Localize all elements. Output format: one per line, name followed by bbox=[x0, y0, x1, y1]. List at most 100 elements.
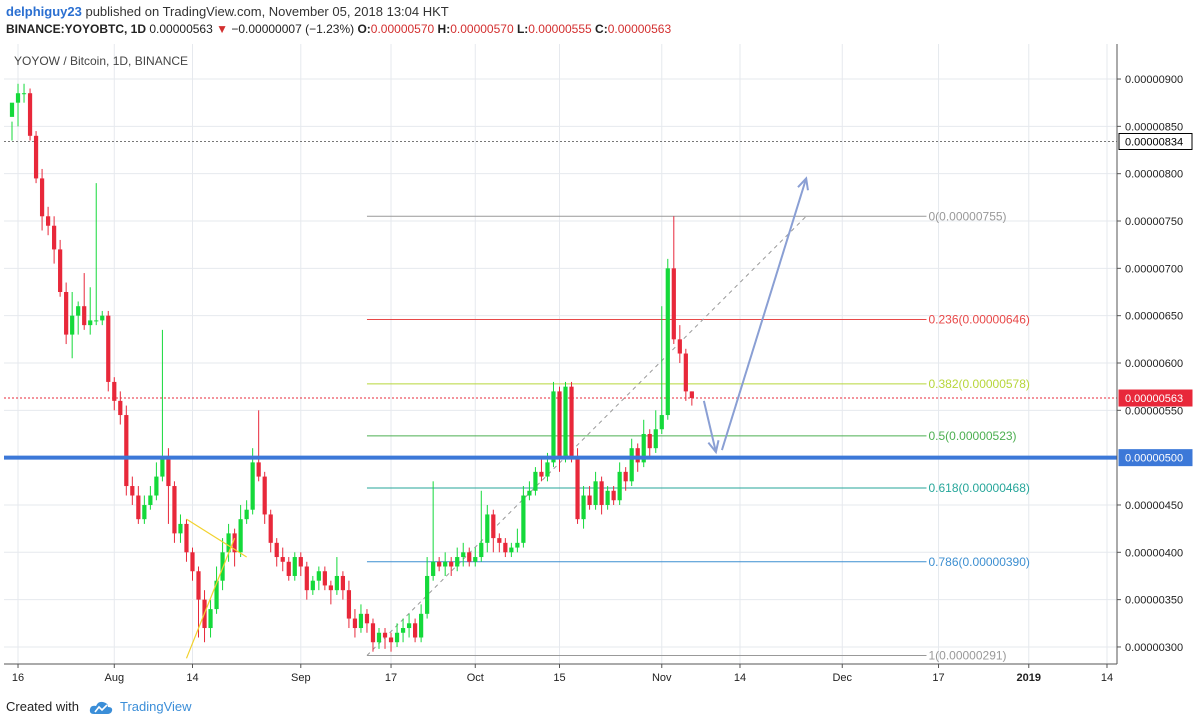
candle-body bbox=[39, 178, 45, 217]
candle-body bbox=[220, 552, 225, 581]
price-axis-label: 0.00000900 bbox=[1125, 74, 1183, 86]
price-axis-label: 0.00000700 bbox=[1125, 263, 1183, 275]
high-value: 0.00000570 bbox=[450, 22, 514, 36]
fib-level-label: 0.236(0.00000646) bbox=[928, 312, 1029, 326]
candle-body bbox=[521, 495, 526, 543]
candle-body bbox=[461, 552, 466, 558]
candle-body bbox=[352, 618, 358, 629]
candle-body bbox=[569, 386, 574, 458]
candle-body bbox=[214, 580, 219, 610]
price-axis bbox=[1117, 44, 1194, 692]
candle-body bbox=[587, 495, 592, 505]
candle-body bbox=[304, 566, 309, 591]
chart-container[interactable]: YOYOW / Bitcoin, 1D, BINANCE 0(0.00000755… bbox=[4, 44, 1194, 692]
candle-body bbox=[647, 433, 652, 449]
candle-body bbox=[9, 102, 15, 117]
price-marker-label: 0.00000500 bbox=[1125, 453, 1183, 465]
candle-body bbox=[328, 585, 333, 591]
candle-body bbox=[33, 135, 39, 179]
candle-body bbox=[190, 552, 195, 572]
time-axis-label: 14 bbox=[734, 672, 746, 684]
candle-body bbox=[280, 557, 285, 562]
candle-body bbox=[689, 391, 694, 399]
candle-body bbox=[250, 462, 255, 510]
candle-body bbox=[124, 415, 129, 487]
candle-body bbox=[232, 533, 237, 553]
candle-body bbox=[683, 353, 688, 392]
price-axis-label: 0.00000350 bbox=[1125, 595, 1183, 607]
ohlc-line: BINANCE:YOYOBTC, 1D 0.00000563 ▼ −0.0000… bbox=[6, 22, 671, 36]
fib-level-label: 0.5(0.00000523) bbox=[928, 429, 1016, 443]
price-axis-label: 0.00000850 bbox=[1125, 121, 1183, 133]
candle-body bbox=[340, 575, 346, 591]
price-axis-label: 0.00000400 bbox=[1125, 547, 1183, 559]
candle-body bbox=[394, 632, 400, 643]
candle-body bbox=[94, 320, 99, 322]
candle-body bbox=[665, 268, 670, 416]
candle-body bbox=[58, 249, 63, 292]
candle-body bbox=[148, 495, 153, 505]
time-axis-label: 15 bbox=[553, 672, 565, 684]
candle-body bbox=[491, 514, 496, 539]
open-label: O: bbox=[357, 22, 371, 36]
candle-body bbox=[623, 471, 628, 482]
candle-body bbox=[581, 495, 586, 520]
candle-body bbox=[376, 632, 382, 643]
time-axis-label: 14 bbox=[186, 672, 198, 684]
candle-body bbox=[160, 457, 165, 477]
candle-body bbox=[509, 547, 514, 553]
candle-body bbox=[274, 542, 279, 558]
last-price: 0.00000563 bbox=[149, 22, 213, 36]
price-marker-blue bbox=[1118, 449, 1193, 467]
candle-body bbox=[473, 557, 478, 562]
candle-body bbox=[485, 514, 490, 543]
price-axis-label: 0.00000550 bbox=[1125, 405, 1183, 417]
candle-body bbox=[334, 575, 339, 591]
tradingview-link[interactable]: TradingView bbox=[120, 699, 192, 714]
candle-body bbox=[106, 315, 111, 382]
price-marker-label: 0.00000563 bbox=[1125, 393, 1183, 405]
candle-body bbox=[262, 476, 267, 515]
publication-line: delphiguy23 published on TradingView.com… bbox=[6, 4, 449, 19]
candle-body bbox=[611, 490, 616, 501]
candle-body bbox=[563, 386, 568, 458]
open-value: 0.00000570 bbox=[370, 22, 435, 36]
price-marker-red bbox=[1118, 389, 1193, 407]
candle-body bbox=[575, 457, 580, 520]
candle-body bbox=[406, 623, 412, 629]
candle-body bbox=[551, 391, 556, 463]
price-marker-label: 0.00000834 bbox=[1125, 136, 1183, 148]
fib-level-label: 0.786(0.00000390) bbox=[928, 555, 1029, 569]
created-with-text: Created with bbox=[6, 699, 79, 714]
candlestick-chart[interactable]: YOYOW / Bitcoin, 1D, BINANCE 0(0.00000755… bbox=[4, 44, 1194, 692]
author-link[interactable]: delphiguy23 bbox=[6, 4, 82, 19]
candle-body bbox=[431, 561, 436, 576]
fib-level-label: 1(0.00000291) bbox=[928, 648, 1006, 662]
candle-body bbox=[653, 429, 658, 449]
publication-header: delphiguy23 published on TradingView.com… bbox=[0, 0, 1195, 44]
high-label: H: bbox=[437, 22, 451, 36]
candle-body bbox=[118, 400, 123, 416]
candle-body bbox=[443, 561, 448, 567]
candle-body bbox=[136, 495, 141, 520]
candle-body bbox=[142, 504, 147, 520]
candle-body bbox=[286, 561, 291, 576]
yellow-trend-line bbox=[186, 518, 247, 558]
candle-body bbox=[208, 609, 213, 629]
candle-body bbox=[545, 462, 550, 477]
candle-body bbox=[172, 486, 177, 534]
candle-body bbox=[226, 533, 231, 553]
time-axis-label: Sep bbox=[291, 672, 311, 684]
time-axis-label: Nov bbox=[652, 672, 672, 684]
candle-body bbox=[316, 571, 321, 581]
low-value: 0.00000555 bbox=[528, 22, 592, 36]
candle-body bbox=[130, 486, 135, 496]
candle-body bbox=[671, 268, 676, 340]
candle-body bbox=[635, 448, 640, 463]
candle-body bbox=[45, 216, 51, 226]
candle-body bbox=[166, 457, 171, 487]
candle-body bbox=[515, 542, 520, 548]
candle-body bbox=[70, 315, 75, 335]
projection-up-arrowhead bbox=[797, 176, 809, 191]
candle-body bbox=[76, 306, 81, 316]
